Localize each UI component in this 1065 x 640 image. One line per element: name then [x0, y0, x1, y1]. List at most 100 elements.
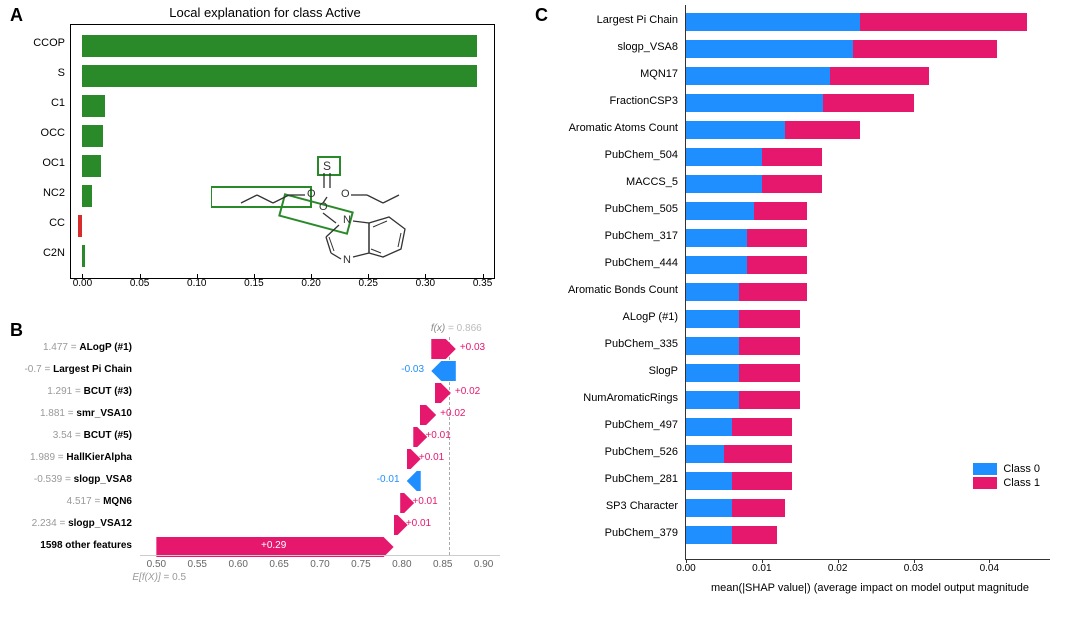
bar-segment-class1	[747, 256, 808, 274]
waterfall-row: 1598 other features+0.29	[140, 537, 500, 557]
bar-label: NC2	[43, 187, 71, 199]
legend-label: Class 0	[1003, 463, 1040, 475]
bar-segment-class1	[754, 202, 807, 220]
waterfall-row: 2.234 = slogp_VSA12+0.01	[140, 515, 500, 535]
waterfall-row: 1.291 = BCUT (#3)+0.02	[140, 383, 500, 403]
panel-c-xlabel: mean(|SHAP value|) (average impact on mo…	[685, 582, 1055, 594]
waterfall-bar	[435, 383, 451, 403]
waterfall-row: 1.989 = HallKierAlpha+0.01	[140, 449, 500, 469]
bar	[78, 215, 83, 237]
bar-segment-class0	[686, 418, 732, 436]
bar-segment-class0	[686, 526, 732, 544]
feature-label: PubChem_444	[605, 257, 686, 269]
legend-item: Class 1	[973, 477, 1040, 489]
xtick-label: 0.35	[473, 278, 492, 289]
bar-label: S	[58, 67, 71, 79]
feature-label: 1598 other features	[40, 540, 140, 551]
bar-segment-class0	[686, 283, 739, 301]
bar-segment-class1	[739, 364, 800, 382]
bar-label: CCOP	[33, 37, 71, 49]
bar-row: OCC	[71, 125, 494, 147]
xtick-label: 0.20	[301, 278, 320, 289]
panel-c: Largest Pi Chainslogp_VSA8MQN17FractionC…	[550, 5, 1055, 625]
bar-label: CC	[49, 217, 71, 229]
stacked-bar-row: PubChem_379	[686, 526, 1050, 544]
waterfall-row: -0.539 = slogp_VSA8-0.01	[140, 471, 500, 491]
delta-value: +0.01	[406, 518, 431, 529]
bar-segment-class0	[686, 472, 732, 490]
waterfall-row: 1.477 = ALogP (#1)+0.03	[140, 339, 500, 359]
panel-a-title: Local explanation for class Active	[30, 5, 500, 20]
stacked-bar-row: SlogP	[686, 364, 1050, 382]
panel-b-chart: 1.477 = ALogP (#1)+0.03-0.7 = Largest Pi…	[140, 325, 500, 585]
feature-label: NumAromaticRings	[583, 392, 686, 404]
bar	[82, 245, 84, 267]
xtick-label: 0.04	[980, 563, 999, 574]
legend-label: Class 1	[1003, 477, 1040, 489]
xtick-label: 0.50	[147, 559, 166, 570]
xtick-label: 0.00	[676, 563, 695, 574]
feature-label: 1.477 = ALogP (#1)	[43, 342, 140, 353]
bar-segment-class1	[732, 526, 778, 544]
stacked-bar-row: PubChem_335	[686, 337, 1050, 355]
stacked-bar-row: Largest Pi Chain	[686, 13, 1050, 31]
bar	[82, 95, 105, 117]
xtick-label: 0.90	[474, 559, 493, 570]
feature-label: 2.234 = slogp_VSA12	[32, 518, 140, 529]
feature-label: PubChem_335	[605, 338, 686, 350]
xtick-label: 0.02	[828, 563, 847, 574]
stacked-bar-row: SP3 Character	[686, 499, 1050, 517]
molecule-diagram: S O O O N N	[211, 155, 471, 275]
bar-segment-class0	[686, 13, 860, 31]
xtick-label: 0.30	[416, 278, 435, 289]
bar-segment-class0	[686, 391, 739, 409]
stacked-bar-row: PubChem_497	[686, 418, 1050, 436]
svg-text:O: O	[341, 188, 350, 200]
stacked-bar-row: ALogP (#1)	[686, 310, 1050, 328]
feature-label: SP3 Character	[606, 500, 686, 512]
bar	[82, 65, 476, 87]
feature-label: PubChem_379	[605, 527, 686, 539]
bar-label: C2N	[43, 247, 71, 259]
bar	[82, 125, 103, 147]
bar-row: S	[71, 65, 494, 87]
legend-swatch	[973, 477, 997, 489]
feature-label: SlogP	[649, 365, 686, 377]
delta-value: +0.02	[455, 386, 480, 397]
bar-row: CCOP	[71, 35, 494, 57]
delta-value: +0.01	[412, 496, 437, 507]
delta-value: +0.02	[440, 408, 465, 419]
bar-segment-class1	[739, 391, 800, 409]
xtick-label: 0.70	[310, 559, 329, 570]
bar-segment-class0	[686, 364, 739, 382]
bar-label: OC1	[42, 157, 71, 169]
panel-a: Local explanation for class Active CCOPS…	[30, 5, 500, 305]
bar-segment-class0	[686, 445, 724, 463]
bar-label: C1	[51, 97, 71, 109]
feature-label: -0.7 = Largest Pi Chain	[24, 364, 140, 375]
feature-label: Aromatic Atoms Count	[569, 122, 686, 134]
bar	[82, 155, 100, 177]
fx-label: f(x) = 0.866	[431, 323, 482, 334]
delta-value: +0.01	[425, 430, 450, 441]
stacked-bar-row: FractionCSP3	[686, 94, 1050, 112]
feature-label: MQN17	[640, 68, 686, 80]
bar-segment-class1	[853, 40, 997, 58]
bar-segment-class1	[724, 445, 792, 463]
bar-segment-class1	[785, 121, 861, 139]
bar-row: C1	[71, 95, 494, 117]
stacked-bar-row: Aromatic Atoms Count	[686, 121, 1050, 139]
feature-label: PubChem_526	[605, 446, 686, 458]
bar	[82, 35, 476, 57]
stacked-bar-row: NumAromaticRings	[686, 391, 1050, 409]
delta-value: -0.03	[401, 364, 424, 375]
xtick-label: 0.25	[359, 278, 378, 289]
legend-swatch	[973, 463, 997, 475]
xtick-label: 0.15	[244, 278, 263, 289]
bar	[82, 185, 91, 207]
delta-value: -0.01	[377, 474, 400, 485]
feature-label: PubChem_281	[605, 473, 686, 485]
bar-segment-class0	[686, 337, 739, 355]
bar-segment-class0	[686, 121, 785, 139]
bar-segment-class0	[686, 202, 754, 220]
